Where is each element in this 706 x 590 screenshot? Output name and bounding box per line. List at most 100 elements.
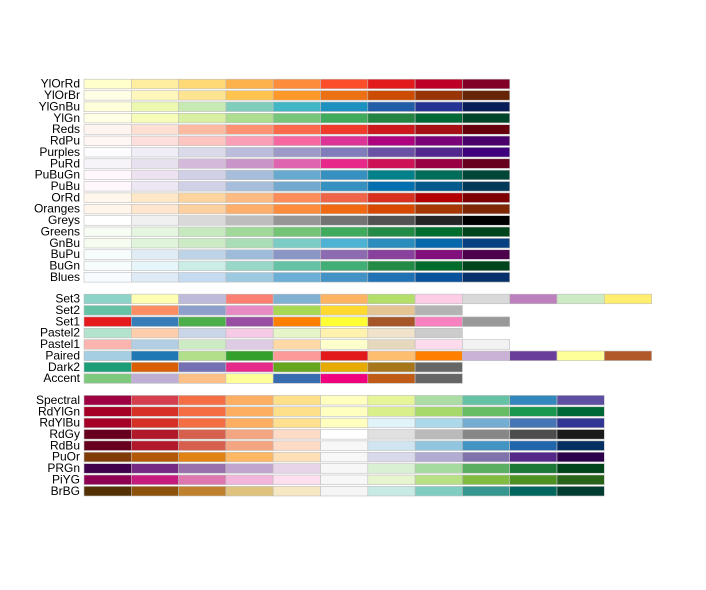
swatch xyxy=(131,293,179,305)
swatch xyxy=(83,440,132,451)
swatch xyxy=(83,451,132,463)
swatch xyxy=(320,215,369,226)
swatch xyxy=(83,327,132,339)
swatch xyxy=(225,395,274,406)
swatch xyxy=(462,158,510,169)
swatch xyxy=(272,350,321,361)
swatch xyxy=(462,203,510,215)
swatch xyxy=(367,417,416,429)
swatch xyxy=(414,158,463,169)
swatch xyxy=(225,226,274,237)
palette-name: Set3 xyxy=(55,292,80,306)
swatch xyxy=(272,238,321,249)
swatch xyxy=(414,90,463,101)
swatch xyxy=(367,135,416,146)
swatch xyxy=(320,327,369,339)
swatch xyxy=(225,451,274,463)
swatch xyxy=(178,203,227,215)
swatch xyxy=(83,260,132,272)
swatch xyxy=(414,305,463,316)
swatch xyxy=(320,135,369,146)
swatch xyxy=(272,327,321,339)
swatch xyxy=(320,238,369,249)
palette-name: PuBu xyxy=(51,179,80,193)
swatch xyxy=(367,339,416,350)
swatch xyxy=(509,440,558,451)
swatch xyxy=(462,238,510,249)
swatch xyxy=(556,293,605,305)
swatch xyxy=(83,124,132,135)
swatch xyxy=(131,305,179,316)
swatch xyxy=(225,249,274,260)
swatch xyxy=(131,181,179,192)
swatch xyxy=(414,362,463,373)
swatch xyxy=(131,169,179,181)
swatch xyxy=(462,169,510,181)
swatch xyxy=(83,226,132,237)
swatch xyxy=(367,362,416,373)
swatch xyxy=(178,124,227,135)
swatch xyxy=(225,90,274,101)
swatch xyxy=(225,293,274,305)
swatch xyxy=(131,395,179,406)
swatch xyxy=(131,406,179,417)
swatch xyxy=(462,124,510,135)
swatch xyxy=(320,260,369,272)
palette-name: Paired xyxy=(45,348,80,362)
swatch xyxy=(131,260,179,272)
swatch xyxy=(225,78,274,90)
swatch xyxy=(367,463,416,474)
swatch xyxy=(556,463,605,474)
swatch xyxy=(414,451,463,463)
swatch xyxy=(414,135,463,146)
swatch xyxy=(178,181,227,192)
swatch xyxy=(414,249,463,260)
swatch xyxy=(225,135,274,146)
swatch xyxy=(178,147,227,158)
swatch xyxy=(178,316,227,327)
swatch xyxy=(83,272,132,283)
swatch xyxy=(367,373,416,384)
swatch xyxy=(320,113,369,124)
swatch xyxy=(367,260,416,272)
swatch xyxy=(131,124,179,135)
palette-name: RdYlGn xyxy=(38,404,80,418)
swatch xyxy=(131,90,179,101)
swatch xyxy=(367,249,416,260)
swatch xyxy=(83,305,132,316)
swatch xyxy=(225,362,274,373)
swatch xyxy=(320,124,369,135)
swatch xyxy=(178,249,227,260)
swatch xyxy=(272,474,321,485)
swatch xyxy=(83,169,132,181)
swatch xyxy=(414,215,463,226)
swatch xyxy=(272,429,321,440)
swatch xyxy=(367,124,416,135)
swatch xyxy=(414,474,463,485)
swatch xyxy=(272,417,321,429)
swatch xyxy=(83,339,132,350)
palette-name: Spectral xyxy=(36,393,80,407)
swatch xyxy=(414,203,463,215)
palette-name: Set2 xyxy=(55,303,80,317)
swatch xyxy=(225,486,274,497)
swatch xyxy=(83,192,132,203)
swatch xyxy=(462,90,510,101)
swatch xyxy=(178,260,227,272)
swatch xyxy=(320,78,369,90)
swatch xyxy=(178,350,227,361)
swatch xyxy=(178,238,227,249)
swatch xyxy=(272,181,321,192)
swatch xyxy=(225,440,274,451)
swatch xyxy=(225,327,274,339)
swatch xyxy=(462,486,510,497)
swatch xyxy=(83,249,132,260)
swatch xyxy=(272,395,321,406)
swatch xyxy=(462,395,510,406)
swatch xyxy=(462,406,510,417)
swatch xyxy=(556,440,605,451)
swatch xyxy=(131,113,179,124)
swatch xyxy=(225,417,274,429)
swatch xyxy=(83,135,132,146)
